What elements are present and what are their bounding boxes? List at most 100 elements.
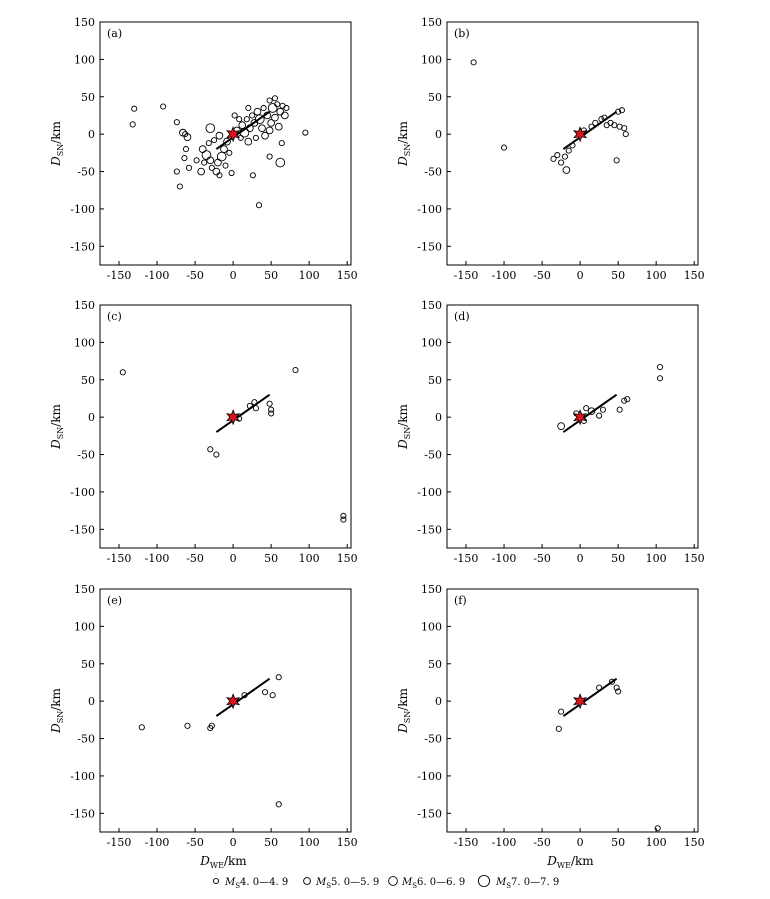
event-marker (119, 369, 126, 376)
fault-line (215, 393, 271, 433)
fault-line (215, 677, 271, 717)
y-tick-label: 100 (74, 336, 95, 349)
y-tick-label: 100 (421, 336, 442, 349)
legend-label: MS4. 0—4. 9 (224, 877, 288, 890)
y-tick-label: 0 (435, 411, 442, 424)
panel-a: 150 100 50 0 -50 -100 -150 -150 -100 -50 0 50 100 150… (49, 16, 358, 282)
event-marker (244, 137, 253, 146)
event-marker (214, 158, 222, 167)
event-marker (215, 131, 224, 140)
legend-item: MS6. 0—6. 9 (388, 876, 465, 890)
x-tick-label: -100 (145, 552, 170, 565)
panel-b: 150 100 50 0 -50 -100 -150 -150 -100 -50 0 50 100 150… (396, 16, 705, 282)
y-tick-label: 150 (74, 16, 95, 29)
y-tick-label: -100 (70, 770, 95, 783)
x-tick-label: -50 (533, 552, 551, 565)
event-marker (274, 122, 283, 131)
event-marker (205, 140, 212, 147)
event-marker (269, 692, 276, 699)
event-marker (274, 101, 281, 108)
legend-marker (303, 877, 311, 885)
y-tick-label: 50 (81, 374, 95, 387)
y-tick-label: 100 (421, 620, 442, 633)
event-marker (266, 153, 273, 160)
event-marker (205, 123, 216, 134)
y-tick-label: 50 (81, 91, 95, 104)
legend-item: MS4. 0—4. 9 (212, 877, 288, 890)
event-marker (236, 116, 243, 123)
y-axis-title: DSN/km (396, 687, 412, 733)
y-tick-label: -150 (417, 240, 442, 253)
epicenter-star (225, 409, 241, 426)
event-marker (276, 107, 285, 116)
event-marker (618, 107, 625, 114)
event-marker (201, 159, 208, 166)
event-marker (554, 152, 561, 159)
event-marker (280, 111, 289, 120)
event-marker (228, 169, 235, 177)
event-marker (271, 113, 279, 122)
event-marker (550, 155, 557, 162)
y-tick-label: 150 (421, 583, 442, 596)
panel-f: 150 100 50 0 -50 -100 -150 -150 -100 -50 0 50 100 150… (396, 583, 705, 870)
event-marker (160, 103, 167, 110)
epicenter-star (572, 693, 588, 710)
plot-frame (99, 588, 352, 833)
x-tick-label: 100 (646, 552, 667, 565)
event-marker (231, 112, 238, 119)
panel-e: 150 100 50 0 -50 -100 -150 -150 -100 -50 0 50 100 150… (49, 583, 358, 870)
event-marker (131, 105, 138, 112)
y-tick-label: -50 (424, 166, 442, 179)
y-tick-label: -150 (70, 807, 95, 820)
event-marker (138, 724, 145, 731)
x-tick-label: 50 (611, 269, 625, 282)
x-tick-label: -50 (186, 836, 204, 849)
event-marker (260, 104, 267, 112)
event-marker (258, 124, 266, 133)
event-marker (206, 156, 215, 165)
event-marker (558, 708, 565, 715)
y-tick-label: -150 (70, 240, 95, 253)
panel-label: (c) (107, 310, 122, 323)
event-marker (583, 405, 590, 412)
panel-label: (b) (454, 27, 470, 40)
event-marker (565, 147, 572, 154)
y-tick-label: 50 (428, 658, 442, 671)
event-marker (223, 137, 231, 146)
y-tick-label: -100 (417, 486, 442, 499)
event-marker (249, 172, 256, 179)
event-marker (216, 172, 223, 179)
y-axis-title: DSN/km (396, 403, 412, 449)
panel-c: 150 100 50 0 -50 -100 -150 -150 -100 -50 0 50 100 150… (49, 299, 358, 565)
event-marker (500, 144, 508, 151)
panel-label: (f) (454, 594, 467, 607)
event-marker (616, 406, 623, 413)
y-tick-label: 50 (81, 658, 95, 671)
event-marker (611, 122, 618, 129)
y-tick-label: -50 (77, 449, 95, 462)
event-marker (261, 131, 269, 140)
y-tick-label: -150 (417, 523, 442, 536)
event-marker (201, 150, 212, 160)
y-axis-title: DSN/km (49, 403, 65, 449)
plot-frame (446, 21, 699, 266)
y-tick-label: -50 (424, 733, 442, 746)
event-marker (185, 164, 193, 171)
x-tick-label: 0 (577, 269, 584, 282)
event-marker (208, 164, 215, 171)
event-marker (197, 167, 206, 176)
event-marker (621, 125, 628, 132)
event-marker (255, 202, 263, 209)
event-marker (173, 119, 180, 126)
event-marker (470, 59, 477, 66)
event-marker (249, 112, 256, 119)
x-tick-label: -100 (492, 269, 517, 282)
event-marker (173, 168, 180, 175)
event-marker (262, 689, 269, 696)
y-axis-title: DSN/km (49, 687, 65, 733)
panel-label: (d) (454, 310, 470, 323)
event-marker (555, 725, 562, 732)
legend-item: MS5. 0—5. 9 (303, 877, 379, 890)
plot-frame (446, 304, 699, 549)
event-marker (292, 366, 299, 374)
